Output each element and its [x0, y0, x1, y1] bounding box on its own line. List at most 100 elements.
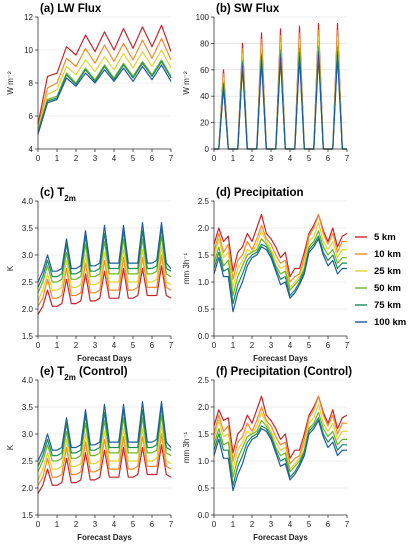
series-line: [37, 59, 172, 131]
panel-6: 0 1 2 3 4 5 6 7 0.0 0.5 1.0 1.5 2.0 2.5 (f) Precipitat…: [182, 366, 352, 542]
series-line: [213, 395, 348, 459]
series-line: [213, 222, 347, 288]
series-line: [214, 54, 347, 150]
x-tick-label: 4: [112, 520, 117, 529]
x-tick-label: 2: [250, 520, 255, 529]
series-line: [37, 444, 172, 494]
y-tick-label: 2.5: [22, 457, 34, 466]
y-tick-label: 2.0: [22, 305, 34, 314]
legend-label: 10 km: [374, 249, 401, 260]
series-line: [37, 227, 172, 288]
series-line: [37, 246, 172, 302]
x-tick-label: 0: [212, 520, 217, 529]
y-tick-label: 80: [200, 39, 209, 48]
x-tick-label: 0: [212, 341, 217, 350]
legend-label: 75 km: [374, 300, 401, 311]
y-axis-label: K: [6, 265, 15, 271]
series-line: [213, 395, 347, 465]
y-tick-label: 2.0: [198, 403, 210, 412]
y-tick-label: 1.5: [198, 430, 210, 439]
series-line: [213, 230, 347, 297]
series-line: [213, 235, 347, 305]
x-tick-label: 7: [345, 154, 350, 163]
x-tick-label: 0: [36, 154, 41, 163]
x-tick-label: 6: [150, 154, 155, 163]
x-tick-label: 2: [74, 520, 79, 529]
series-line: [37, 37, 172, 128]
series-line: [37, 24, 172, 125]
series-line: [213, 213, 348, 278]
y-tick-label: 20: [200, 119, 209, 128]
x-tick-label: 1: [55, 341, 60, 350]
y-tick-label: 60: [200, 66, 209, 75]
y-tick-label: 4.0: [22, 197, 34, 206]
y-tick-label: 3.5: [22, 224, 34, 233]
series-line: [37, 235, 172, 294]
x-tick-label: 3: [269, 341, 274, 350]
x-tick-label: 1: [55, 154, 60, 163]
y-tick-label: 2.5: [198, 197, 210, 206]
x-tick-label: 4: [112, 154, 117, 163]
x-tick-label: 5: [307, 154, 312, 163]
y-axis-label: W m⁻²: [6, 71, 15, 95]
x-tick-label: 0: [212, 154, 217, 163]
x-tick-label: 6: [326, 520, 331, 529]
x-tick-label: 3: [93, 154, 98, 163]
panel-5: 0 1 2 3 4 5 6 7 1.5 2.0 2.5 3.0 3.5 4.0 (e) T2m (Contr…: [6, 366, 174, 542]
y-axis-label: W m⁻²: [182, 71, 191, 95]
x-tick-label: 1: [231, 341, 236, 350]
x-tick-label: 1: [55, 520, 60, 529]
x-tick-label: 4: [288, 154, 293, 163]
x-tick-label: 2: [250, 341, 255, 350]
x-axis-label: Forecast Days: [253, 354, 308, 363]
series-line: [37, 425, 172, 481]
x-tick-label: 0: [36, 341, 41, 350]
series-line: [37, 401, 172, 462]
x-tick-label: 3: [269, 154, 274, 163]
panel-title: (c) T2m: [40, 187, 76, 203]
x-axis-label: Forecast Days: [77, 354, 132, 363]
series-line: [37, 64, 172, 135]
series-line: [213, 403, 347, 470]
y-tick-label: 1.5: [22, 332, 34, 341]
series-line: [213, 417, 347, 486]
y-tick-label: 1.0: [198, 278, 210, 287]
legend-label: 100 km: [374, 317, 406, 328]
legend-label: 50 km: [374, 283, 401, 294]
series-line: [37, 49, 172, 130]
y-tick-label: 3.0: [22, 251, 34, 260]
y-tick-label: 1.5: [198, 251, 210, 260]
y-tick-label: 2.5: [22, 278, 34, 287]
panel-title: (a) LW Flux: [40, 3, 102, 15]
y-tick-label: 2.0: [198, 224, 210, 233]
x-axis-label: Forecast Days: [77, 533, 132, 542]
x-tick-label: 5: [131, 154, 136, 163]
x-tick-label: 4: [112, 341, 117, 350]
y-axis-label: K: [6, 444, 15, 450]
x-tick-label: 2: [74, 341, 79, 350]
x-tick-label: 1: [231, 520, 236, 529]
y-tick-label: 2.5: [198, 376, 210, 385]
x-tick-label: 5: [307, 341, 312, 350]
panel-4: 0 1 2 3 4 5 6 7 0.0 0.5 1.0 1.5 2.0 2.5 (d) Precipitat…: [182, 187, 350, 363]
y-tick-label: 0: [205, 145, 210, 154]
series-line: [213, 238, 347, 313]
y-tick-label: 2.0: [22, 484, 34, 493]
panel-3: 0 1 2 3 4 5 6 7 1.5 2.0 2.5 3.0 3.5 4.0 (c) T2m Forecas…: [6, 187, 174, 363]
series-line: [213, 411, 347, 478]
x-tick-label: 6: [326, 341, 331, 350]
x-tick-label: 4: [288, 520, 293, 529]
series-line: [37, 265, 172, 315]
series-line: [37, 433, 172, 486]
x-tick-label: 6: [150, 520, 155, 529]
y-axis-label: mm 3h⁻¹: [182, 253, 191, 285]
y-tick-label: 4: [29, 145, 34, 154]
y-tick-label: 0.5: [198, 484, 210, 493]
y-tick-label: 3.0: [22, 430, 34, 439]
x-tick-label: 7: [345, 520, 350, 529]
y-tick-label: 40: [200, 92, 209, 101]
x-tick-label: 4: [288, 341, 293, 350]
x-tick-label: 3: [269, 520, 274, 529]
y-tick-label: 100: [196, 13, 210, 22]
x-tick-label: 7: [169, 154, 174, 163]
